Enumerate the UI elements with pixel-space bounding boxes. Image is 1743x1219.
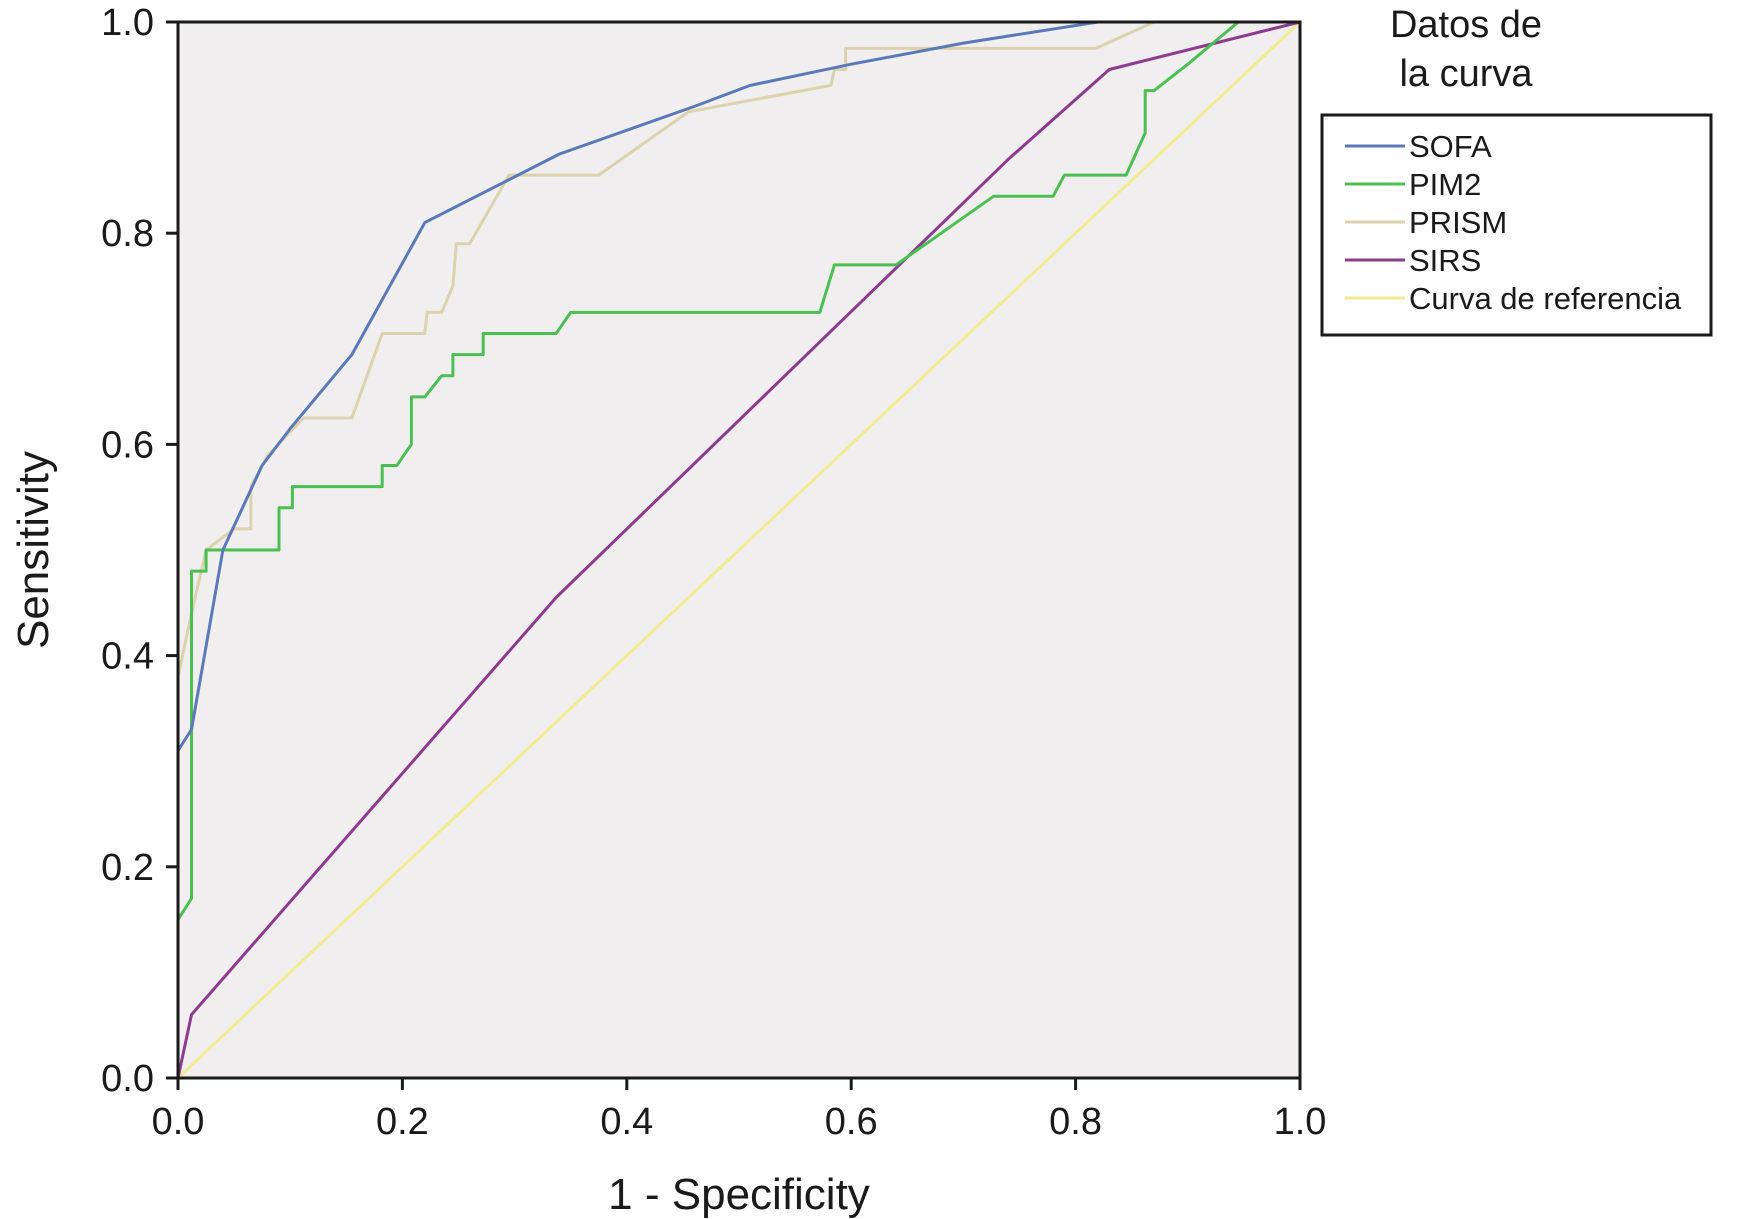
- legend-label: Curva de referencia: [1409, 281, 1682, 316]
- series-line-sofa: [176, 20, 1302, 1080]
- y-tick-label: 1.0: [101, 2, 154, 44]
- series-line-sirs: [176, 20, 1302, 1080]
- x-tick-label: 0.8: [1049, 1101, 1102, 1143]
- legend-label: PRISM: [1409, 205, 1507, 240]
- x-tick-label: 0.4: [600, 1101, 653, 1143]
- x-tick-label: 0.6: [825, 1101, 878, 1143]
- y-tick-label: 0.0: [101, 1058, 154, 1100]
- x-axis-title: 1 - Specificity: [608, 1170, 870, 1219]
- legend-title-line-1: Datos de: [1390, 4, 1542, 46]
- axes-layer: 0.0 0.2 0.4 0.6 0.8 1.0 0.0 0.2 0.4 0.6 0.8 1.0: [101, 2, 1326, 1143]
- x-tick-label: 1.0: [1274, 1101, 1327, 1143]
- legend-label: PIM2: [1409, 167, 1481, 202]
- plot-frame: [176, 20, 1302, 1080]
- y-tick-label: 0.8: [101, 213, 154, 255]
- y-tick-label: 0.6: [101, 424, 154, 466]
- y-tick-label: 0.2: [101, 847, 154, 889]
- series-line-pim2: [176, 20, 1302, 1080]
- series-line-prism: [176, 20, 1302, 1080]
- series-layer: [176, 20, 1302, 1080]
- y-tick-label: 0.4: [101, 636, 154, 678]
- legend-title-line-2: la curva: [1399, 53, 1533, 95]
- legend-label: SIRS: [1409, 243, 1481, 278]
- series-line-curva-de-referencia: [176, 20, 1302, 1080]
- legend-label: SOFA: [1409, 129, 1492, 164]
- x-tick-label: 0.2: [376, 1101, 429, 1143]
- y-axis-title: Sensitivity: [9, 451, 58, 649]
- x-tick-label: 0.0: [152, 1101, 205, 1143]
